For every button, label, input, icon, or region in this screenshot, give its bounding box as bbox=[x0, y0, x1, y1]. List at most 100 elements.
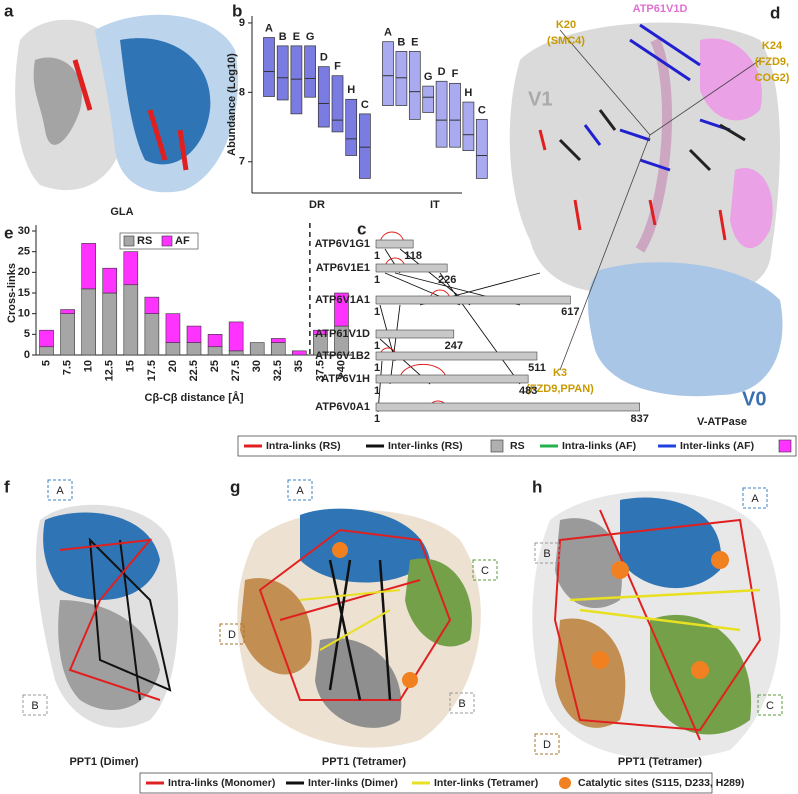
x-tick-label: >40 bbox=[335, 360, 347, 379]
protein-name: ATP6V1H bbox=[321, 373, 370, 385]
protein-bar bbox=[375, 263, 448, 273]
caption: PPT1 (Tetramer) bbox=[618, 756, 702, 768]
bar bbox=[123, 284, 139, 356]
bar bbox=[39, 329, 54, 348]
annotation: K20 bbox=[556, 19, 576, 31]
protein-bar bbox=[375, 402, 640, 412]
category-label: B bbox=[279, 31, 287, 43]
x-tick-label: 35 bbox=[293, 360, 305, 372]
protein-bar bbox=[375, 329, 455, 339]
chain-label: A bbox=[751, 493, 759, 505]
chain-label: B bbox=[31, 700, 38, 712]
range-bar bbox=[304, 45, 316, 98]
x-tick-label: 37.5 bbox=[314, 360, 326, 381]
x-tick-label: 20 bbox=[167, 360, 179, 372]
y-tick-label: 5 bbox=[24, 328, 30, 340]
annotation: (FZD9, bbox=[755, 56, 789, 68]
bar bbox=[144, 296, 160, 314]
legend-box bbox=[237, 435, 797, 457]
bar bbox=[207, 346, 223, 356]
y-tick-label: 25 bbox=[18, 246, 30, 258]
panel-label: h bbox=[532, 477, 542, 496]
structure-a bbox=[15, 14, 238, 193]
y-tick-label: 0 bbox=[24, 349, 30, 361]
legend-label: Inter-links (Dimer) bbox=[308, 777, 398, 789]
protein-bar bbox=[375, 239, 414, 249]
caption: PPT1 (Tetramer) bbox=[322, 756, 406, 768]
category-label: G bbox=[306, 31, 315, 43]
panel-label: b bbox=[232, 1, 242, 20]
x-tick-label: 32.5 bbox=[272, 360, 284, 381]
structure-d bbox=[509, 22, 783, 397]
range-bar bbox=[449, 82, 461, 148]
legend-label: Intra-links (AF) bbox=[562, 440, 636, 452]
group-label: IT bbox=[430, 199, 440, 211]
annotation: K3 bbox=[553, 367, 567, 379]
x-tick-label: 12.5 bbox=[104, 360, 116, 381]
category-label: E bbox=[411, 36, 418, 48]
chain-label: D bbox=[543, 739, 551, 751]
protein-bar bbox=[375, 374, 529, 384]
category-label: F bbox=[452, 68, 459, 80]
panel-label: f bbox=[4, 477, 10, 496]
x-tick-label: 15 bbox=[125, 360, 137, 372]
chain-box bbox=[472, 559, 498, 581]
annotation: ATP61V1D bbox=[633, 3, 688, 15]
range-bar bbox=[263, 37, 275, 97]
category-label: C bbox=[361, 99, 369, 111]
bar bbox=[60, 313, 75, 356]
panel-label: c bbox=[357, 219, 366, 238]
legend-swatch bbox=[490, 439, 504, 453]
legend-box bbox=[119, 232, 199, 250]
range-bar bbox=[422, 85, 435, 113]
bar bbox=[81, 243, 96, 290]
legend-label: Inter-links (RS) bbox=[388, 440, 463, 452]
axis-label: Cross-links bbox=[6, 263, 18, 323]
category-label: F bbox=[334, 61, 341, 73]
x-tick-label: 30 bbox=[251, 360, 263, 372]
legend-label: Inter-links (Tetramer) bbox=[434, 777, 538, 789]
bar bbox=[186, 325, 202, 343]
bar bbox=[292, 350, 307, 356]
bar bbox=[165, 342, 181, 356]
bar bbox=[102, 292, 118, 356]
protein-name: ATP6V1G1 bbox=[315, 238, 370, 250]
y-tick-label: 15 bbox=[18, 287, 30, 299]
start-label: 1 bbox=[374, 306, 380, 318]
bar bbox=[186, 342, 202, 356]
category-label: H bbox=[464, 87, 472, 99]
bar bbox=[270, 338, 286, 343]
legend-swatch bbox=[778, 439, 792, 453]
range-bar bbox=[408, 51, 421, 120]
x-tick-label: 5 bbox=[40, 360, 52, 366]
length-label: 118 bbox=[404, 250, 422, 262]
chain-label: B bbox=[543, 548, 550, 560]
range-bar bbox=[359, 113, 371, 179]
chain-box bbox=[742, 487, 768, 509]
x-tick-label: 27.5 bbox=[230, 360, 242, 381]
category-label: G bbox=[424, 71, 433, 83]
panel-label: g bbox=[230, 477, 240, 496]
bar bbox=[228, 350, 244, 356]
annotation: K24 bbox=[762, 40, 783, 52]
legend-label: AF bbox=[175, 235, 190, 247]
range-bar bbox=[276, 45, 289, 101]
bar bbox=[313, 329, 328, 335]
length-label: 617 bbox=[561, 306, 579, 318]
bar bbox=[228, 321, 244, 352]
y-tick-label: 7 bbox=[239, 156, 245, 168]
range-bar bbox=[331, 75, 344, 133]
chain-box bbox=[534, 542, 560, 564]
category-label: A bbox=[384, 27, 392, 39]
bar bbox=[144, 313, 160, 356]
bar bbox=[165, 313, 181, 343]
start-label: 1 bbox=[374, 385, 380, 397]
category-label: H bbox=[347, 84, 355, 96]
legend-label: RS bbox=[137, 235, 152, 247]
range-bar bbox=[317, 66, 330, 128]
chain-box bbox=[22, 694, 48, 716]
protein-bar bbox=[375, 351, 538, 361]
category-label: C bbox=[478, 104, 486, 116]
legend-label: Intra-links (RS) bbox=[266, 440, 341, 452]
length-label: 226 bbox=[438, 274, 456, 286]
